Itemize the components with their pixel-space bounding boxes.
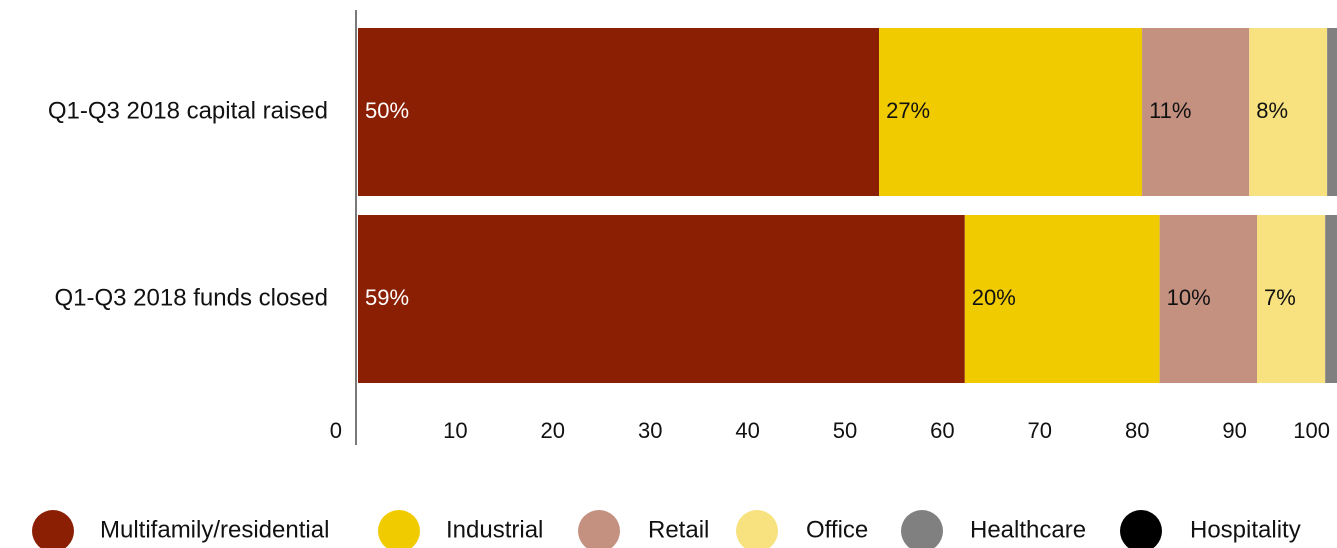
bar-segment <box>964 215 1160 383</box>
legend-item: Hospitality <box>1120 510 1301 548</box>
bar-segment <box>879 28 1143 196</box>
x-tick-label: 40 <box>735 418 759 443</box>
data-label: 11% <box>1149 98 1191 123</box>
legend-swatch <box>901 510 943 548</box>
bar-segment <box>358 28 880 196</box>
legend-label: Office <box>806 516 868 543</box>
legend-swatch <box>578 510 620 548</box>
legend-label: Hospitality <box>1190 516 1301 543</box>
legend-label: Industrial <box>446 516 543 543</box>
legend-swatch <box>378 510 420 548</box>
data-label: 50% <box>365 98 409 123</box>
bar-segment <box>1159 215 1258 383</box>
data-label: 27% <box>886 98 930 123</box>
x-tick-label: 60 <box>930 418 954 443</box>
bar-segment <box>1325 215 1337 383</box>
x-tick-label: 10 <box>443 418 467 443</box>
bar-segment <box>1257 215 1326 383</box>
x-tick-label: 100 <box>1293 418 1330 443</box>
legend-item: Office <box>736 510 868 548</box>
data-label: 59% <box>365 285 409 310</box>
legend-swatch <box>32 510 74 548</box>
data-label: 20% <box>972 285 1016 310</box>
legend-label: Multifamily/residential <box>100 516 329 543</box>
x-tick-label: 80 <box>1125 418 1149 443</box>
x-tick-label: 0 <box>330 418 342 443</box>
legend-swatch <box>736 510 778 548</box>
legend-item: Healthcare <box>901 510 1086 548</box>
x-tick-label: 20 <box>541 418 565 443</box>
data-label: 10% <box>1167 285 1211 310</box>
legend-swatch <box>1120 510 1162 548</box>
x-tick-label: 30 <box>638 418 662 443</box>
legend-label: Healthcare <box>970 516 1086 543</box>
legend-label: Retail <box>648 516 709 543</box>
legend-item: Retail <box>578 510 709 548</box>
x-tick-label: 90 <box>1222 418 1246 443</box>
legend-item: Industrial <box>378 510 543 548</box>
bar-segment <box>1249 28 1328 196</box>
legend-item: Multifamily/residential <box>32 510 329 548</box>
x-tick-label: 50 <box>833 418 857 443</box>
category-label: Q1-Q3 2018 capital raised <box>48 97 328 124</box>
bar-segment <box>358 215 965 383</box>
bar-segment <box>1142 28 1250 196</box>
data-label: 8% <box>1256 98 1288 123</box>
bar-segment <box>1327 28 1337 196</box>
category-label: Q1-Q3 2018 funds closed <box>54 284 328 311</box>
x-tick-label: 70 <box>1028 418 1052 443</box>
data-label: 7% <box>1264 285 1296 310</box>
